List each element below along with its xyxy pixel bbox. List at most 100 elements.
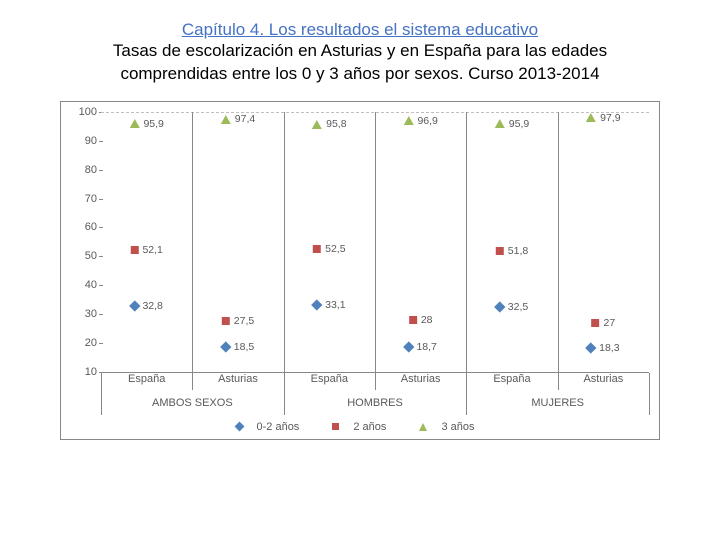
data-label: 18,5 (234, 341, 254, 353)
subtitle-line-2: comprendidas entre los 0 y 3 años por se… (30, 63, 690, 86)
subtitle-line-1: Tasas de escolarización en Asturias y en… (30, 40, 690, 63)
legend-label-2: 2 años (353, 421, 386, 433)
data-label: 97,9 (600, 112, 620, 124)
data-point: 51,8 (496, 245, 528, 257)
data-label: 27 (603, 317, 615, 329)
diamond-icon (403, 341, 414, 352)
data-label: 32,5 (508, 301, 528, 313)
x-category-label: España (128, 373, 165, 385)
data-label: 28 (421, 314, 433, 326)
triangle-icon (586, 113, 596, 122)
data-label: 95,9 (143, 118, 163, 130)
data-point: 27,5 (222, 315, 254, 327)
square-icon (591, 319, 599, 327)
data-label: 18,3 (599, 342, 619, 354)
category-separator (375, 112, 376, 390)
legend-label-0-2: 0-2 años (257, 421, 300, 433)
data-label: 96,9 (417, 115, 437, 127)
data-point: 97,9 (586, 112, 620, 124)
y-tick: 20 (73, 337, 97, 349)
data-point: 32,8 (130, 300, 162, 312)
legend-item-3: 3 años (419, 421, 484, 433)
x-category-label: España (311, 373, 348, 385)
triangle-icon (221, 115, 231, 124)
y-tick: 50 (73, 250, 97, 262)
category-separator (284, 112, 285, 390)
data-point: 95,8 (312, 118, 346, 130)
plot-area: 10203040506070809010032,818,533,118,732,… (101, 112, 649, 373)
data-label: 18,7 (416, 341, 436, 353)
data-point: 96,9 (403, 115, 437, 127)
data-point: 97,4 (221, 113, 255, 125)
data-label: 51,8 (508, 245, 528, 257)
diamond-icon (129, 300, 140, 311)
chart-container: 10 20 30 40 50 60 70 80 90 100 32,8 18,5 33,1 18,7 32,… (60, 101, 660, 440)
data-point: 33,1 (313, 299, 345, 311)
y-tick: 100 (73, 106, 97, 118)
y-tick: 30 (73, 308, 97, 320)
square-icon (130, 246, 138, 254)
triangle-icon (419, 423, 427, 431)
x-category-label: Asturias (583, 373, 623, 385)
data-point: 95,9 (129, 118, 163, 130)
y-tick: 10 (73, 366, 97, 378)
chapter-title: Capítulo 4. Los resultados el sistema ed… (30, 20, 690, 40)
x-group-label: HOMBRES (347, 397, 403, 409)
data-point: 27 (591, 317, 615, 329)
y-tick: 40 (73, 279, 97, 291)
group-separator (101, 373, 102, 415)
category-separator (466, 112, 467, 390)
data-point: 95,9 (495, 118, 529, 130)
y-tick: 70 (73, 193, 97, 205)
data-label: 52,1 (142, 244, 162, 256)
x-group-row: AMBOS SEXOS HOMBRES MUJERES (101, 393, 649, 415)
heading: Capítulo 4. Los resultados el sistema ed… (30, 20, 690, 86)
square-icon (409, 316, 417, 324)
x-category-row: España Asturias España Asturias España Asturi… (101, 373, 649, 391)
triangle-icon (403, 116, 413, 125)
group-separator (284, 373, 285, 415)
x-group-label: MUJERES (531, 397, 584, 409)
group-separator (466, 373, 467, 415)
data-point: 52,1 (130, 244, 162, 256)
data-label: 95,8 (326, 118, 346, 130)
category-separator (558, 112, 559, 390)
data-label: 52,5 (325, 243, 345, 255)
legend: 0-2 años 2 años 3 años (71, 415, 649, 435)
x-group-label: AMBOS SEXOS (152, 397, 233, 409)
y-tick: 60 (73, 221, 97, 233)
diamond-icon (220, 342, 231, 353)
data-point: 18,3 (587, 342, 619, 354)
data-point: 52,5 (313, 243, 345, 255)
data-label: 33,1 (325, 299, 345, 311)
data-point: 18,5 (222, 341, 254, 353)
legend-item-2: 2 años (332, 421, 396, 433)
data-point: 28 (409, 314, 433, 326)
x-category-label: Asturias (218, 373, 258, 385)
data-label: 27,5 (234, 315, 254, 327)
square-icon (313, 245, 321, 253)
data-label: 97,4 (235, 113, 255, 125)
group-separator (649, 373, 650, 415)
diamond-icon (234, 422, 244, 432)
diamond-icon (311, 299, 322, 310)
diamond-icon (494, 301, 505, 312)
legend-label-3: 3 años (441, 421, 474, 433)
square-icon (222, 317, 230, 325)
data-label: 32,8 (142, 300, 162, 312)
triangle-icon (312, 120, 322, 129)
square-icon (496, 247, 504, 255)
category-separator (192, 112, 193, 390)
data-point: 32,5 (496, 301, 528, 313)
diamond-icon (585, 342, 596, 353)
y-tick: 90 (73, 135, 97, 147)
x-category-label: Asturias (401, 373, 441, 385)
data-point: 18,7 (404, 341, 436, 353)
data-label: 95,9 (509, 118, 529, 130)
y-tick: 80 (73, 164, 97, 176)
square-icon (332, 423, 339, 430)
triangle-icon (129, 119, 139, 128)
legend-item-0-2: 0-2 años (236, 421, 310, 433)
triangle-icon (495, 119, 505, 128)
x-category-label: España (493, 373, 530, 385)
